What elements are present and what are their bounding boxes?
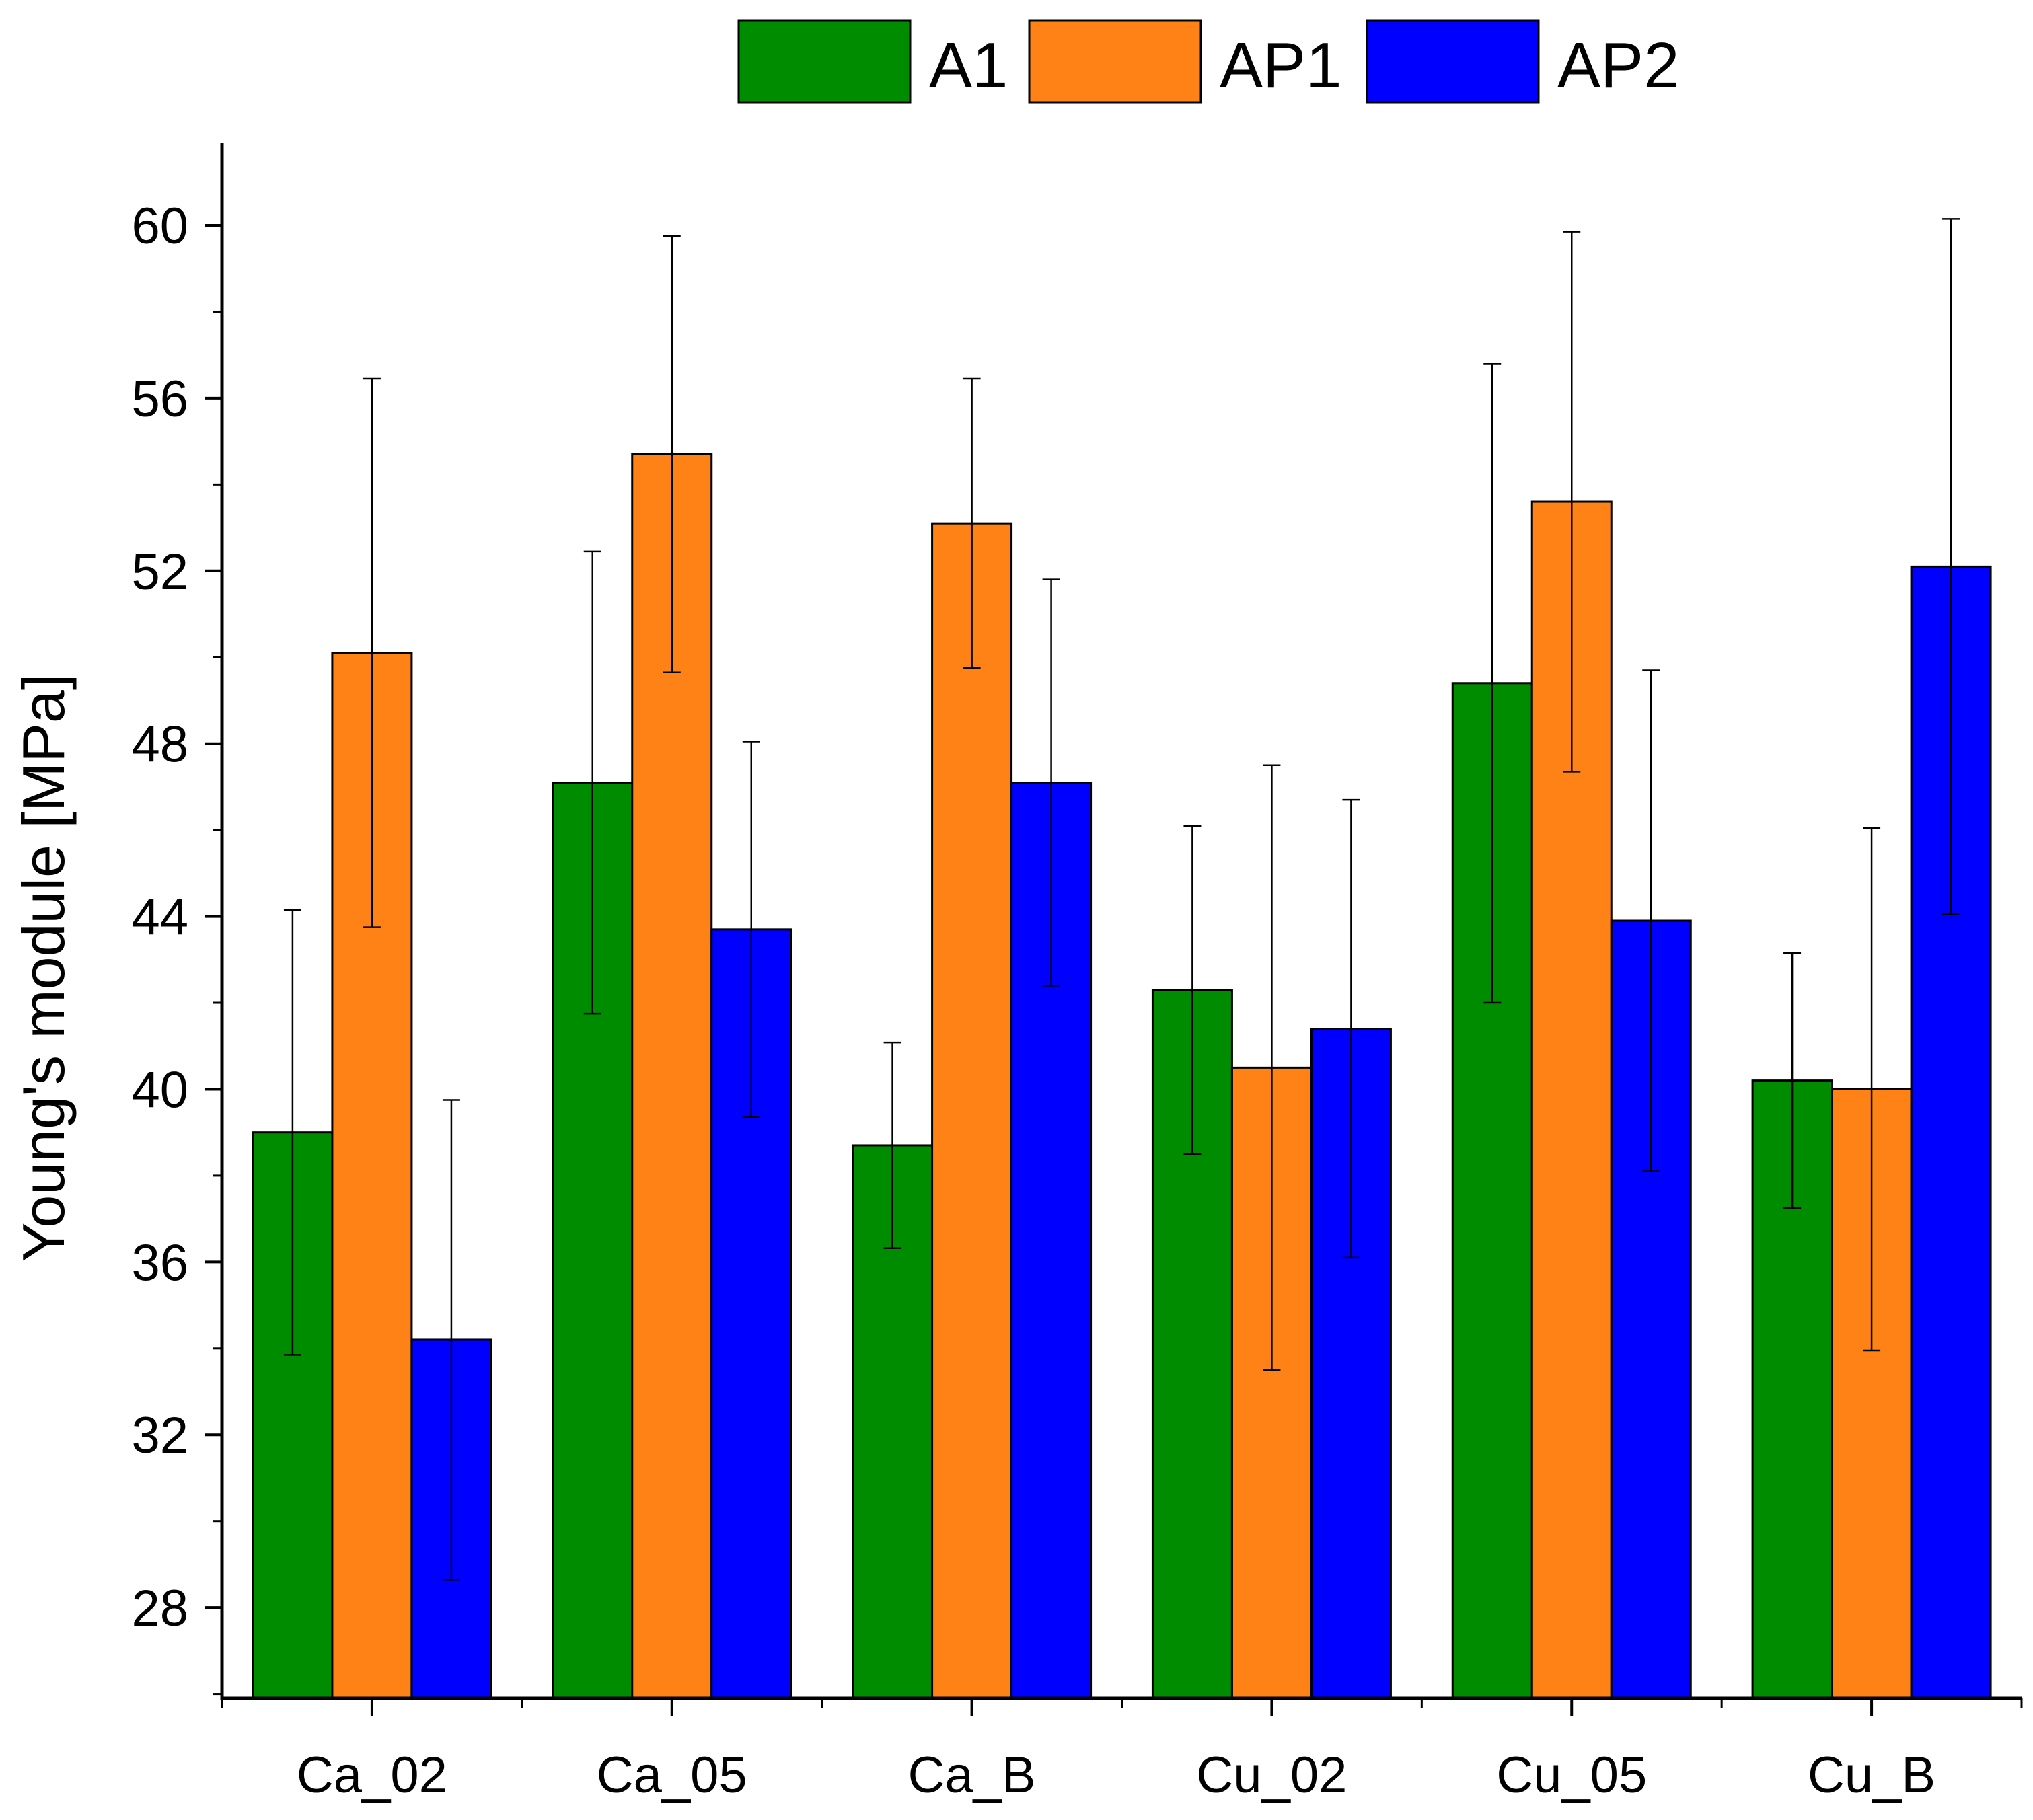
y-tick-label: 52 bbox=[131, 543, 188, 601]
error-bars bbox=[283, 218, 1960, 1581]
legend-swatch-ap2 bbox=[1366, 19, 1540, 104]
legend-label-ap2: AP2 bbox=[1557, 30, 1679, 102]
y-axis-title: Young's module [MPa] bbox=[10, 674, 77, 1262]
axes: 28 32 36 40 44 48 52 56 60 Ca_02 Ca_05 Ca_B Cu_02 Cu_… bbox=[131, 143, 2023, 1804]
legend-label-a1: A1 bbox=[929, 30, 1008, 102]
bar-ap2-cu_b bbox=[1910, 565, 1992, 1700]
y-tick-label: 44 bbox=[131, 889, 188, 946]
y-tick-label: 60 bbox=[131, 198, 188, 255]
x-tick-label-cu_02: Cu_02 bbox=[1196, 1747, 1347, 1804]
y-tick-label: 32 bbox=[131, 1407, 188, 1464]
y-tick-label: 48 bbox=[131, 716, 188, 773]
y-tick-label: 56 bbox=[131, 371, 188, 428]
legend-label-ap1: AP1 bbox=[1220, 30, 1341, 102]
y-tick-label: 40 bbox=[131, 1061, 188, 1118]
legend: A1 AP1 AP2 bbox=[737, 19, 1679, 104]
y-tick-label: 28 bbox=[131, 1580, 188, 1637]
bar-ap1-ca_b bbox=[931, 522, 1013, 1700]
x-tick-label-cu_05: Cu_05 bbox=[1496, 1747, 1647, 1804]
x-tick-label-cu_b: Cu_B bbox=[1808, 1747, 1935, 1804]
legend-swatch-a1 bbox=[737, 19, 912, 104]
x-tick-label-ca_02: Ca_02 bbox=[297, 1747, 447, 1804]
x-tick-label-ca_05: Ca_05 bbox=[597, 1747, 747, 1804]
legend-swatch-ap1 bbox=[1028, 19, 1202, 104]
bars bbox=[252, 453, 1992, 1700]
x-tick-label-ca_b: Ca_B bbox=[908, 1747, 1036, 1804]
y-tick-label: 36 bbox=[131, 1234, 188, 1291]
